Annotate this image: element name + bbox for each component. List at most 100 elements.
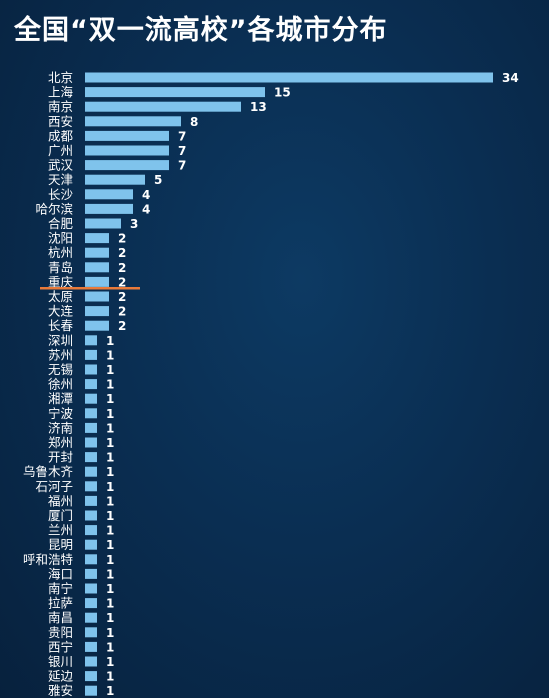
category-label: 西宁 xyxy=(48,639,73,654)
data-label: 7 xyxy=(178,159,186,173)
data-label: 1 xyxy=(106,494,114,508)
bar xyxy=(85,481,97,492)
chart-title: 全国“双一流高校”各城市分布 xyxy=(14,15,388,46)
data-label: 2 xyxy=(118,261,126,275)
data-label: 15 xyxy=(274,86,291,100)
data-label: 2 xyxy=(118,319,126,333)
bar xyxy=(85,598,97,609)
category-label: 拉萨 xyxy=(48,596,73,611)
category-label: 哈尔滨 xyxy=(35,201,73,216)
bar xyxy=(85,379,97,390)
data-label: 2 xyxy=(118,275,126,289)
category-label: 北京 xyxy=(48,70,73,85)
category-label: 大连 xyxy=(48,304,74,319)
category-label: 沈阳 xyxy=(48,231,73,246)
data-label: 1 xyxy=(106,436,114,450)
bar xyxy=(85,72,493,83)
bar xyxy=(85,262,109,273)
bar xyxy=(85,116,181,127)
bar xyxy=(85,247,109,258)
category-label: 武汉 xyxy=(48,158,74,173)
category-label: 昆明 xyxy=(48,537,73,552)
category-label: 南昌 xyxy=(48,610,73,625)
data-label: 1 xyxy=(106,465,114,479)
category-label: 厦门 xyxy=(48,508,73,523)
data-label: 1 xyxy=(106,451,114,465)
data-label: 1 xyxy=(106,378,114,392)
data-label: 8 xyxy=(190,115,198,129)
category-label: 合肥 xyxy=(48,216,74,231)
data-label: 2 xyxy=(118,232,126,246)
bar xyxy=(85,525,97,536)
category-label: 上海 xyxy=(48,85,74,100)
data-label: 1 xyxy=(106,334,114,348)
data-label: 2 xyxy=(118,246,126,260)
bar xyxy=(85,612,97,623)
category-label: 苏州 xyxy=(48,347,73,362)
data-label: 1 xyxy=(106,421,114,435)
data-label: 1 xyxy=(106,626,114,640)
bar xyxy=(85,87,265,98)
data-label: 4 xyxy=(142,188,150,202)
data-label: 7 xyxy=(178,129,186,143)
bar xyxy=(85,408,97,419)
bar xyxy=(85,510,97,521)
category-label: 青岛 xyxy=(48,260,73,275)
data-label: 7 xyxy=(178,144,186,158)
bar xyxy=(85,349,97,360)
data-label: 1 xyxy=(106,597,114,611)
bar xyxy=(85,495,97,506)
bar xyxy=(85,583,97,594)
bar xyxy=(85,422,97,433)
bar xyxy=(85,539,97,550)
category-label: 开封 xyxy=(48,450,73,465)
data-label: 1 xyxy=(106,567,114,581)
bar xyxy=(85,145,169,156)
category-label: 南京 xyxy=(48,99,73,114)
data-label: 5 xyxy=(154,173,162,187)
bar xyxy=(85,641,97,652)
data-label: 1 xyxy=(106,348,114,362)
category-label: 贵阳 xyxy=(48,625,73,640)
category-label: 雅安 xyxy=(48,683,73,698)
category-label: 兰州 xyxy=(48,523,73,538)
category-label: 杭州 xyxy=(48,245,73,260)
category-label: 无锡 xyxy=(48,362,73,377)
data-label: 1 xyxy=(106,582,114,596)
data-label: 2 xyxy=(118,305,126,319)
category-label: 南宁 xyxy=(48,581,73,596)
bar xyxy=(85,656,97,667)
bar xyxy=(85,466,97,477)
data-label: 34 xyxy=(502,71,519,85)
bar xyxy=(85,306,109,317)
bar xyxy=(85,685,97,696)
bar xyxy=(85,203,133,214)
bar xyxy=(85,671,97,682)
data-label: 1 xyxy=(106,524,114,538)
bar xyxy=(85,568,97,579)
category-label: 延边 xyxy=(48,669,74,684)
category-label: 徐州 xyxy=(48,377,73,392)
bar xyxy=(85,393,97,404)
data-label: 1 xyxy=(106,640,114,654)
bar xyxy=(85,189,133,200)
data-label: 1 xyxy=(106,553,114,567)
data-label: 1 xyxy=(106,538,114,552)
data-label: 1 xyxy=(106,480,114,494)
data-label: 3 xyxy=(130,217,138,231)
category-label: 太原 xyxy=(48,289,73,304)
category-label: 西安 xyxy=(48,114,73,129)
bar xyxy=(85,174,145,185)
category-label: 长春 xyxy=(48,318,74,333)
category-label: 深圳 xyxy=(48,333,73,348)
bar xyxy=(85,130,169,141)
category-label: 湘潭 xyxy=(48,391,73,406)
bar xyxy=(85,452,97,463)
bar xyxy=(85,218,121,229)
data-label: 1 xyxy=(106,684,114,698)
category-label: 长沙 xyxy=(48,187,74,202)
category-label: 宁波 xyxy=(48,406,74,421)
bar xyxy=(85,364,97,375)
